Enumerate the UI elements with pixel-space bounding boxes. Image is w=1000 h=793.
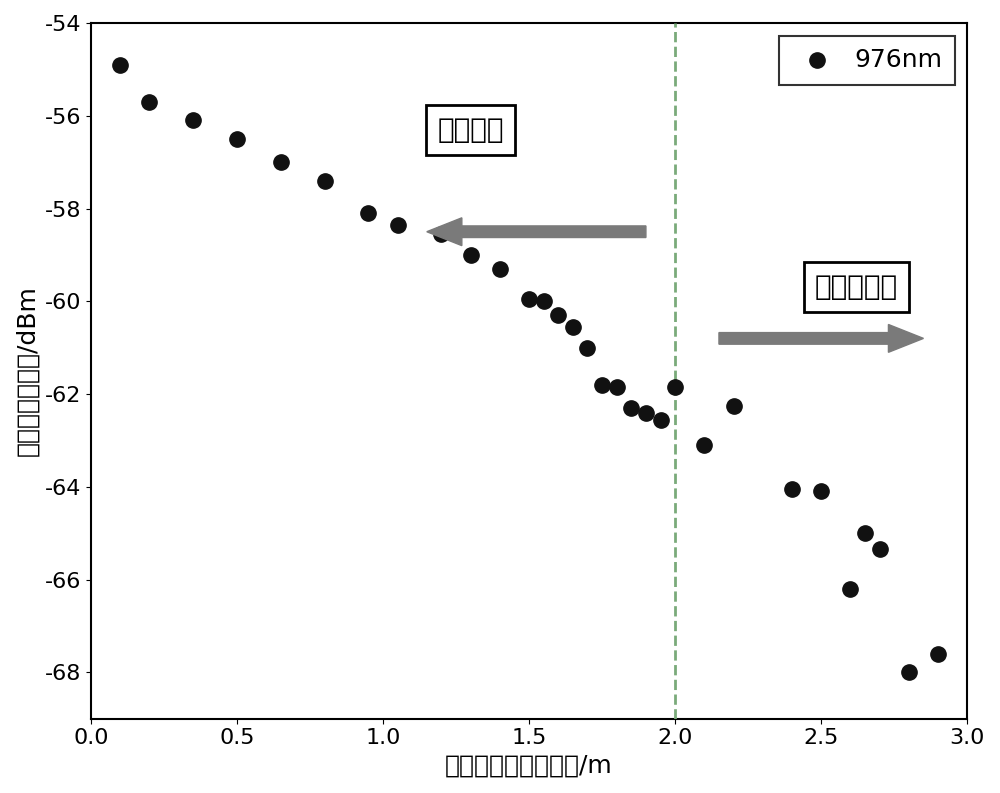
Text: 不稳定区域: 不稳定区域 <box>815 274 898 301</box>
Point <box>784 483 800 496</box>
Point <box>273 155 289 168</box>
Point <box>141 95 157 108</box>
Point <box>857 527 873 539</box>
Point <box>813 485 829 498</box>
Point <box>930 647 946 660</box>
Point <box>901 666 917 679</box>
Point <box>565 320 581 333</box>
Point <box>696 439 712 451</box>
Point <box>550 308 566 321</box>
Y-axis label: 剩余泵浦光功率/dBm: 剩余泵浦光功率/dBm <box>15 285 39 456</box>
Point <box>667 381 683 393</box>
FancyArrow shape <box>719 324 923 352</box>
Point <box>317 174 333 187</box>
Point <box>842 583 858 596</box>
Point <box>185 114 201 127</box>
Point <box>229 132 245 145</box>
Point <box>579 341 595 354</box>
Point <box>536 295 552 308</box>
Point <box>360 207 376 220</box>
Legend: 976nm: 976nm <box>779 36 955 85</box>
X-axis label: 双包层增益光纤长度/m: 双包层增益光纤长度/m <box>445 754 613 778</box>
Point <box>623 401 639 414</box>
Point <box>872 543 888 556</box>
Point <box>726 400 742 412</box>
Point <box>594 378 610 391</box>
Text: 线性区域: 线性区域 <box>437 116 504 144</box>
Point <box>433 228 449 240</box>
Point <box>638 406 654 419</box>
Point <box>492 262 508 275</box>
Point <box>112 59 128 71</box>
FancyArrow shape <box>427 218 646 246</box>
Point <box>521 293 537 305</box>
Point <box>609 381 625 393</box>
Point <box>463 248 479 261</box>
Point <box>653 413 669 426</box>
Point <box>390 218 406 231</box>
